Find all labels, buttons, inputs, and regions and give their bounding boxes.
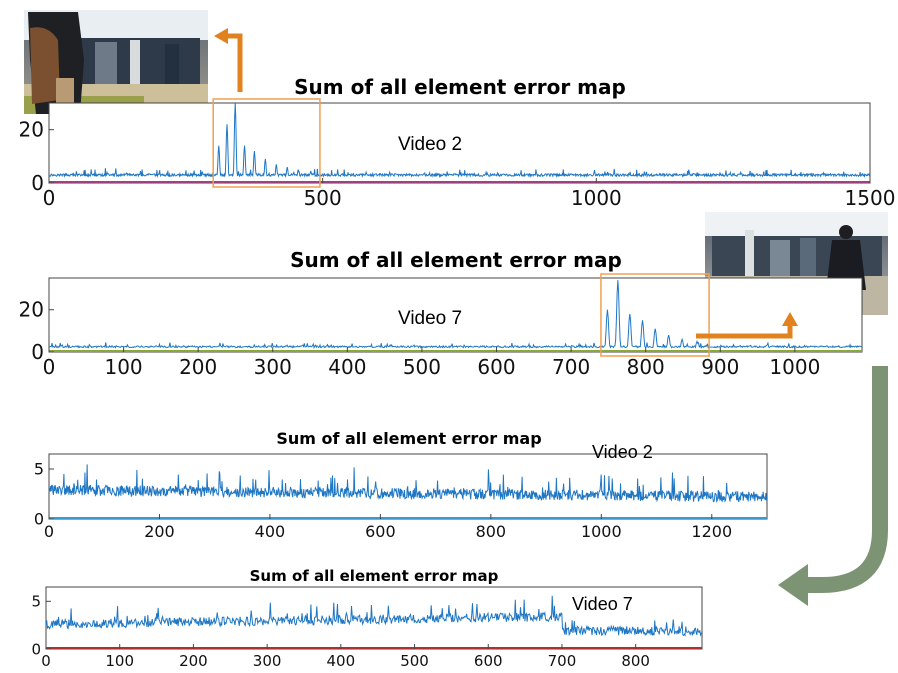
x-tick-label: 800 xyxy=(476,522,507,541)
highlight-box xyxy=(212,98,321,188)
plot-area xyxy=(48,277,863,353)
x-tick-label: 100 xyxy=(105,652,134,670)
x-tick-label: 1500 xyxy=(845,186,896,210)
x-tick-label: 1000 xyxy=(769,355,820,379)
x-tick-label: 200 xyxy=(144,522,175,541)
x-tick-label: 700 xyxy=(552,355,590,379)
x-tick-label: 800 xyxy=(627,355,665,379)
video-annotation: Video 7 xyxy=(398,308,462,329)
x-tick-label: 900 xyxy=(701,355,739,379)
x-tick-label: 500 xyxy=(400,652,429,670)
y-tick-label: 20 xyxy=(19,298,44,322)
video-annotation: Video 7 xyxy=(572,594,633,614)
series-line xyxy=(48,464,768,503)
series-line xyxy=(48,102,871,179)
x-tick-label: 600 xyxy=(477,355,515,379)
orange-arrow-up xyxy=(214,28,243,92)
chart-title: Sum of all element error map xyxy=(250,567,499,585)
green-curved-arrow xyxy=(778,366,888,606)
x-tick-label: 600 xyxy=(474,652,503,670)
highlight-box xyxy=(600,273,710,357)
series-line xyxy=(48,280,863,350)
x-tick-label: 0 xyxy=(44,522,54,541)
chart-3: Sum of all element error map 0 200 400 600 80… xyxy=(34,429,768,541)
chart-title: Sum of all element error map xyxy=(276,429,541,448)
chart-title: Sum of all element error map xyxy=(294,75,626,99)
x-tick-label: 400 xyxy=(327,652,356,670)
x-tick-label: 1000 xyxy=(571,186,622,210)
x-tick-label: 1200 xyxy=(691,522,732,541)
y-tick-label: 5 xyxy=(34,460,44,479)
video-2-frame-photo xyxy=(24,10,208,114)
video-annotation: Video 2 xyxy=(398,134,462,155)
x-tick-label: 400 xyxy=(328,355,366,379)
y-tick-label: 0 xyxy=(31,171,44,195)
x-tick-label: 500 xyxy=(403,355,441,379)
chart-4: Sum of all element error map 0 100 200 300 40… xyxy=(31,567,703,670)
y-tick-label: 5 xyxy=(31,593,41,611)
x-tick-label: 700 xyxy=(548,652,577,670)
y-tick-label: 20 xyxy=(19,118,44,142)
x-tick-label: 200 xyxy=(179,355,217,379)
orange-arrow-right xyxy=(696,312,798,339)
x-tick-label: 0 xyxy=(41,652,51,670)
y-tick-label: 0 xyxy=(31,340,44,364)
y-tick-label: 0 xyxy=(31,640,41,658)
x-tick-label: 300 xyxy=(254,355,292,379)
x-tick-label: 300 xyxy=(253,652,282,670)
x-tick-label: 0 xyxy=(43,186,56,210)
chart-title: Sum of all element error map xyxy=(290,248,622,272)
x-tick-label: 1000 xyxy=(581,522,622,541)
x-tick-label: 800 xyxy=(621,652,650,670)
y-tick-label: 0 xyxy=(34,510,44,529)
x-tick-label: 100 xyxy=(104,355,142,379)
x-tick-label: 500 xyxy=(304,186,342,210)
chart-1: Sum of all element error map 0 500 1000 1500… xyxy=(19,75,896,210)
x-tick-label: 400 xyxy=(255,522,286,541)
series-line xyxy=(45,595,703,637)
x-tick-label: 200 xyxy=(179,652,208,670)
x-tick-label: 600 xyxy=(365,522,396,541)
x-tick-label: 0 xyxy=(43,355,56,379)
video-annotation: Video 2 xyxy=(592,442,653,462)
